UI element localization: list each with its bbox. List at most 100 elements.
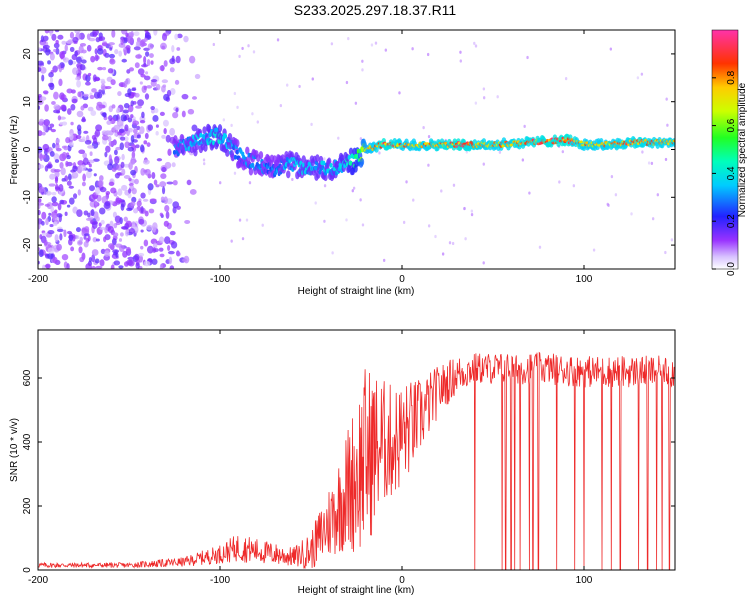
spectrogram-noise-cell bbox=[72, 67, 79, 75]
x-tick-label: -100 bbox=[210, 274, 230, 285]
spectrogram-noise-cell bbox=[91, 254, 96, 263]
spectrogram-x-ticks: -200 -100 0 100 bbox=[28, 30, 593, 285]
spectrogram-cells bbox=[38, 30, 675, 269]
spectrogram-noise-cell bbox=[44, 30, 50, 34]
spectrogram-noise-cell bbox=[143, 47, 150, 51]
figure-title: S233.2025.297.18.37.R11 bbox=[293, 2, 457, 18]
spectrogram-ridge-cell bbox=[223, 133, 228, 139]
spectrogram-noise-cell bbox=[125, 246, 131, 254]
spectrogram-noise-cell bbox=[474, 44, 478, 48]
spectrogram-noise-cell bbox=[140, 229, 144, 233]
spectrogram-noise-cell bbox=[670, 238, 674, 242]
spectrogram-noise-cell bbox=[146, 224, 153, 231]
spectrogram-noise-cell bbox=[118, 238, 123, 242]
spectrogram-noise-cell bbox=[91, 265, 96, 269]
spectrogram-noise-cell bbox=[452, 183, 456, 187]
spectrogram-noise-cell bbox=[248, 181, 252, 185]
spectrogram-noise-cell bbox=[150, 79, 158, 83]
spectrogram-noise-cell bbox=[88, 37, 96, 42]
colorbar: 0.0 0.2 0.4 0.6 0.8 Normalized spectral ampl… bbox=[711, 29, 748, 276]
spectrogram-noise-cell bbox=[171, 45, 175, 53]
spectrogram-noise-cell bbox=[87, 106, 94, 112]
spectrogram-noise-cell bbox=[39, 234, 43, 240]
spectrogram-noise-cell bbox=[49, 223, 54, 228]
spectrogram-noise-cell bbox=[38, 203, 41, 210]
spectrogram-noise-cell bbox=[81, 116, 86, 122]
spectrogram-noise-cell bbox=[169, 265, 175, 269]
spectrogram-noise-cell bbox=[521, 158, 525, 162]
spectrogram-noise-cell bbox=[57, 64, 62, 69]
spectrogram-noise-cell bbox=[665, 97, 668, 101]
spectrogram-noise-cell bbox=[128, 67, 135, 72]
spectrogram-noise-cell bbox=[144, 30, 149, 33]
spectrogram-noise-cell bbox=[422, 126, 425, 130]
spectrogram-noise-cell bbox=[143, 260, 151, 267]
spectrogram-noise-cell bbox=[118, 50, 123, 57]
spectrogram-noise-cell bbox=[359, 137, 363, 141]
spectrogram-noise-cell bbox=[170, 241, 178, 249]
spectrogram-noise-cell bbox=[331, 251, 334, 255]
spectrogram-noise-cell bbox=[44, 203, 51, 207]
spectrogram-noise-cell bbox=[127, 88, 132, 96]
spectrogram-noise-cell bbox=[463, 206, 466, 211]
spectrogram-noise-cell bbox=[279, 103, 283, 108]
spectrogram-noise-cell bbox=[159, 65, 165, 71]
spectrogram-noise-cell bbox=[42, 90, 49, 95]
spectrogram-noise-cell bbox=[84, 226, 90, 233]
spectrogram-noise-cell bbox=[298, 84, 301, 89]
spectrogram-noise-cell bbox=[51, 191, 57, 196]
spectrogram-noise-cell bbox=[136, 200, 142, 207]
spectrogram-noise-cell bbox=[55, 138, 61, 144]
spectrogram-noise-cell bbox=[100, 219, 105, 225]
spectrogram-noise-cell bbox=[337, 136, 340, 140]
y-tick-label: 400 bbox=[22, 433, 33, 450]
spectrogram-noise-cell bbox=[606, 202, 609, 206]
spectrogram-noise-cell bbox=[134, 92, 140, 98]
spectrogram-noise-cell bbox=[161, 186, 166, 195]
spectrogram-noise-cell bbox=[194, 73, 201, 79]
spectrogram-noise-cell bbox=[150, 109, 156, 114]
spectrogram-noise-cell bbox=[121, 58, 127, 63]
spectrogram-noise-cell bbox=[163, 196, 168, 205]
spectrogram-noise-cell bbox=[125, 32, 129, 38]
spectrogram-noise-cell bbox=[152, 247, 157, 253]
y-tick-label: -20 bbox=[22, 237, 33, 252]
spectrogram-noise-cell bbox=[151, 258, 158, 265]
spectrogram-noise-cell bbox=[114, 215, 121, 223]
spectrogram-noise-cell bbox=[75, 227, 81, 233]
spectrogram-ridge-cell bbox=[251, 162, 255, 168]
x-tick-label: -100 bbox=[210, 575, 230, 586]
spectrogram-noise-cell bbox=[41, 232, 48, 236]
spectrogram-ridge-cell bbox=[193, 148, 198, 157]
spectrogram-noise-cell bbox=[66, 88, 73, 94]
spectrogram-noise-cell bbox=[42, 143, 50, 151]
spectrogram-noise-cell bbox=[52, 142, 56, 149]
spectrogram-noise-cell bbox=[402, 220, 406, 224]
spectrogram-noise-cell bbox=[175, 55, 181, 64]
spectrogram-noise-cell bbox=[169, 127, 176, 136]
spectrogram-noise-cell bbox=[155, 130, 159, 136]
spectrogram-noise-cell bbox=[664, 157, 668, 162]
spectrogram-ridge-cell bbox=[359, 157, 365, 166]
spectrogram-noise-cell bbox=[159, 253, 165, 258]
spectrogram-noise-cell bbox=[114, 149, 118, 156]
spectrogram-noise-cell bbox=[118, 265, 124, 269]
spectrogram-noise-cell bbox=[130, 31, 134, 38]
spectrogram-noise-cell bbox=[82, 93, 89, 97]
spectrogram-noise-cell bbox=[664, 250, 667, 255]
spectrogram-noise-cell bbox=[77, 91, 82, 98]
spectrogram-noise-cell bbox=[104, 250, 110, 257]
spectrogram-noise-cell bbox=[95, 104, 103, 111]
spectrogram-noise-cell bbox=[164, 204, 170, 212]
spectrogram-noise-cell bbox=[53, 48, 57, 53]
spectrogram-noise-cell bbox=[59, 162, 64, 169]
spectrogram-noise-cell bbox=[86, 44, 92, 52]
spectrogram-noise-cell bbox=[236, 105, 239, 109]
spectrogram-noise-cell bbox=[172, 111, 179, 119]
spectrogram-noise-cell bbox=[76, 124, 82, 132]
spectrogram-noise-cell bbox=[354, 101, 358, 105]
spectrogram-noise-cell bbox=[108, 53, 116, 59]
spectrogram-noise-cell bbox=[54, 159, 60, 163]
spectrogram-noise-cell bbox=[135, 54, 143, 59]
spectrogram-noise-cell bbox=[99, 186, 107, 193]
